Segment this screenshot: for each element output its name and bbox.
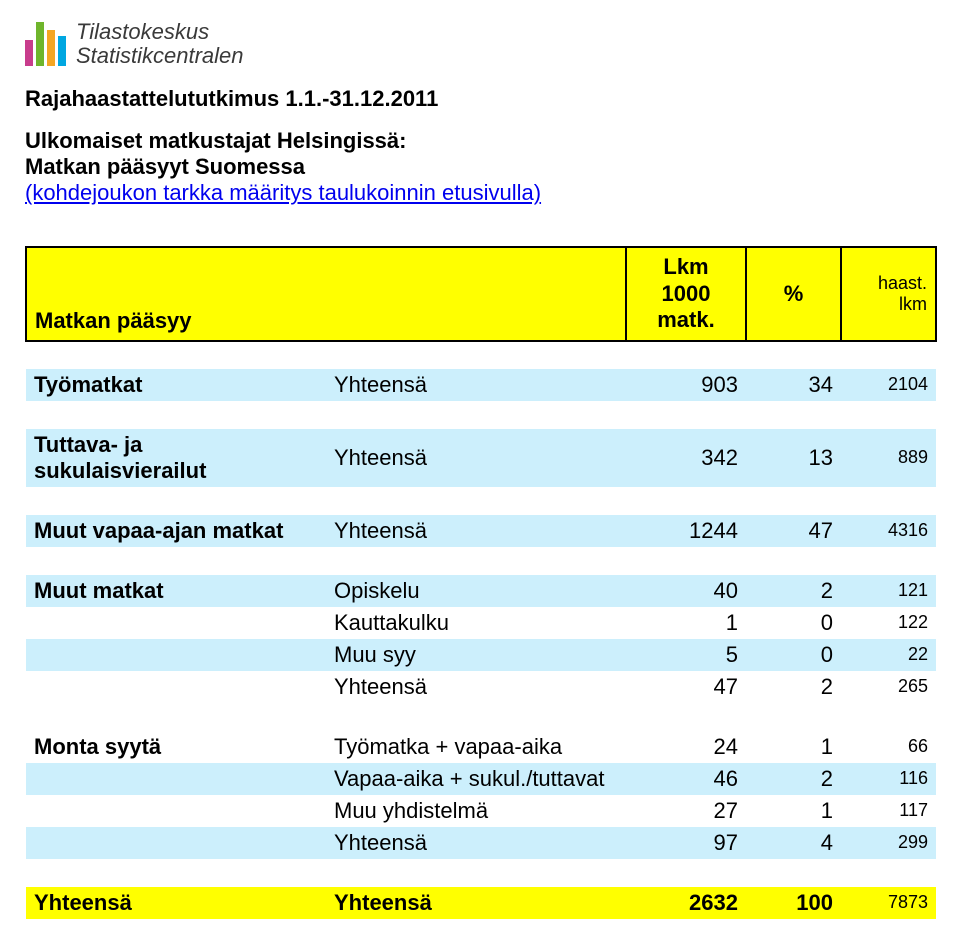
header-label: Matkan pääsyy (26, 247, 626, 340)
row-category (26, 607, 326, 639)
row-lkm: 5 (626, 639, 746, 671)
row-category: Monta syytä (26, 731, 326, 763)
row-lkm: 24 (626, 731, 746, 763)
row-lkm: 27 (626, 795, 746, 827)
definition-link[interactable]: (kohdejoukon tarkka määritys taulukoinni… (25, 180, 935, 206)
row-pct: 2 (746, 671, 841, 703)
logo-text: Tilastokeskus Statistikcentralen (76, 20, 244, 68)
table-row: TyömatkatYhteensä903342104 (26, 369, 936, 401)
row-category (26, 763, 326, 795)
row-category (26, 639, 326, 671)
row-pct: 4 (746, 827, 841, 859)
total-haast: 7873 (841, 887, 936, 919)
row-lkm: 1 (626, 607, 746, 639)
page-title-1: Rajahaastattelututkimus 1.1.-31.12.2011 (25, 86, 935, 112)
row-subcategory: Yhteensä (326, 515, 626, 547)
row-lkm: 1244 (626, 515, 746, 547)
row-pct: 2 (746, 763, 841, 795)
row-category (26, 671, 326, 703)
header-pct: % (746, 247, 841, 340)
header-haast: haast.lkm (841, 247, 936, 340)
row-category (26, 827, 326, 859)
table-row: Tuttava- ja sukulaisvierailutYhteensä342… (26, 429, 936, 487)
total-row: YhteensäYhteensä26321007873 (26, 887, 936, 919)
row-pct: 47 (746, 515, 841, 547)
row-haast: 117 (841, 795, 936, 827)
table-row: Muut vapaa-ajan matkatYhteensä1244474316 (26, 515, 936, 547)
row-haast: 4316 (841, 515, 936, 547)
row-subcategory: Opiskelu (326, 575, 626, 607)
table-row: Muut matkatOpiskelu402121 (26, 575, 936, 607)
table-row: Kauttakulku10122 (26, 607, 936, 639)
row-subcategory: Kauttakulku (326, 607, 626, 639)
row-lkm: 97 (626, 827, 746, 859)
logo-line2: Statistikcentralen (76, 44, 244, 68)
row-subcategory: Vapaa-aika + sukul./tuttavat (326, 763, 626, 795)
row-pct: 1 (746, 795, 841, 827)
row-lkm: 47 (626, 671, 746, 703)
total-label: Yhteensä (26, 887, 326, 919)
table-row: Monta syytäTyömatka + vapaa-aika24166 (26, 731, 936, 763)
row-haast: 122 (841, 607, 936, 639)
table-row: Yhteensä974299 (26, 827, 936, 859)
table-row: Yhteensä472265 (26, 671, 936, 703)
row-category: Tuttava- ja sukulaisvierailut (26, 429, 326, 487)
row-haast: 121 (841, 575, 936, 607)
row-haast: 2104 (841, 369, 936, 401)
row-lkm: 46 (626, 763, 746, 795)
row-subcategory: Muu syy (326, 639, 626, 671)
table-header: Matkan pääsyyLkm1000matk.%haast.lkm (26, 247, 936, 340)
row-subcategory: Yhteensä (326, 429, 626, 487)
table-row: Muu yhdistelmä271117 (26, 795, 936, 827)
row-subcategory: Yhteensä (326, 369, 626, 401)
total-sublabel: Yhteensä (326, 887, 626, 919)
row-pct: 0 (746, 639, 841, 671)
total-lkm: 2632 (626, 887, 746, 919)
row-haast: 116 (841, 763, 936, 795)
row-pct: 13 (746, 429, 841, 487)
row-haast: 299 (841, 827, 936, 859)
page-title-2: Ulkomaiset matkustajat Helsingissä: (25, 128, 935, 154)
logo: Tilastokeskus Statistikcentralen (25, 20, 935, 68)
logo-line1: Tilastokeskus (76, 20, 244, 44)
row-haast: 265 (841, 671, 936, 703)
row-lkm: 40 (626, 575, 746, 607)
row-subcategory: Yhteensä (326, 827, 626, 859)
row-category: Muut matkat (26, 575, 326, 607)
row-category (26, 795, 326, 827)
row-subcategory: Työmatka + vapaa-aika (326, 731, 626, 763)
row-haast: 889 (841, 429, 936, 487)
page-title-3: Matkan pääsyyt Suomessa (25, 154, 935, 180)
row-pct: 2 (746, 575, 841, 607)
table-row: Vapaa-aika + sukul./tuttavat462116 (26, 763, 936, 795)
row-pct: 1 (746, 731, 841, 763)
row-pct: 34 (746, 369, 841, 401)
row-subcategory: Yhteensä (326, 671, 626, 703)
row-category: Työmatkat (26, 369, 326, 401)
row-lkm: 342 (626, 429, 746, 487)
row-haast: 66 (841, 731, 936, 763)
row-subcategory: Muu yhdistelmä (326, 795, 626, 827)
row-pct: 0 (746, 607, 841, 639)
row-category: Muut vapaa-ajan matkat (26, 515, 326, 547)
table-row: Muu syy5022 (26, 639, 936, 671)
total-pct: 100 (746, 887, 841, 919)
header-lkm: Lkm1000matk. (626, 247, 746, 340)
logo-bars (25, 22, 66, 66)
data-table: Matkan pääsyyLkm1000matk.%haast.lkm Työma… (25, 246, 937, 918)
row-haast: 22 (841, 639, 936, 671)
row-lkm: 903 (626, 369, 746, 401)
